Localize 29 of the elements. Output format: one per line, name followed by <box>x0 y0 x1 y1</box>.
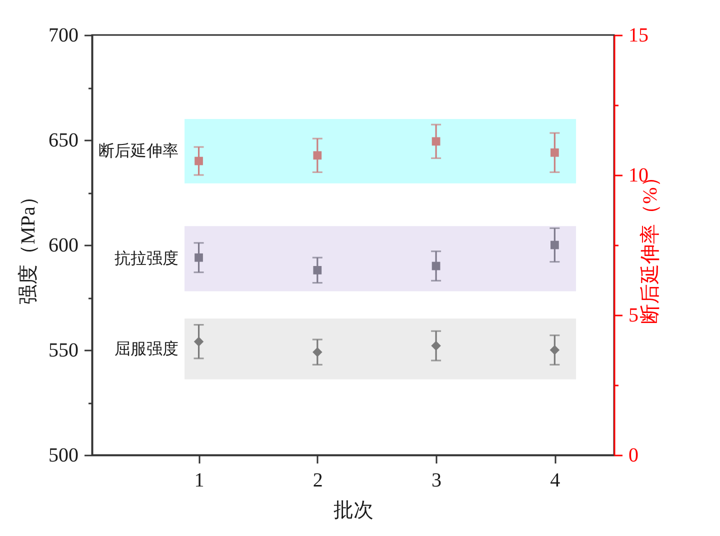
band-label: 断后延伸率 <box>98 142 179 160</box>
y-tick-label: 700 <box>48 24 78 46</box>
point <box>550 240 559 250</box>
x-tick-label: 4 <box>550 470 560 492</box>
point <box>194 336 204 346</box>
x-tick-label: 3 <box>432 470 442 492</box>
y-tick-label: 650 <box>48 130 78 152</box>
y2-tick-label: 5 <box>628 304 638 326</box>
y-axis-title: 强度（MPa） <box>18 186 40 304</box>
point <box>550 148 559 157</box>
point <box>313 266 322 274</box>
y-tick-label: 600 <box>48 234 78 256</box>
y2-tick-label: 15 <box>628 24 648 46</box>
point <box>312 347 322 357</box>
point <box>550 345 560 355</box>
x-tick-label: 1 <box>194 470 204 492</box>
point <box>194 253 203 262</box>
point <box>432 137 440 146</box>
band-label: 屈服强度 <box>114 340 179 358</box>
point <box>431 340 441 351</box>
point <box>313 151 322 160</box>
y-tick-label: 550 <box>48 340 78 362</box>
band-label: 抗拉强度 <box>114 250 179 268</box>
x-axis-title: 批次 <box>334 500 374 522</box>
x-tick-label: 2 <box>312 470 323 492</box>
point <box>432 262 440 270</box>
y-tick-label: 500 <box>48 444 78 466</box>
y2-tick-label: 0 <box>628 444 638 466</box>
point <box>194 156 203 166</box>
